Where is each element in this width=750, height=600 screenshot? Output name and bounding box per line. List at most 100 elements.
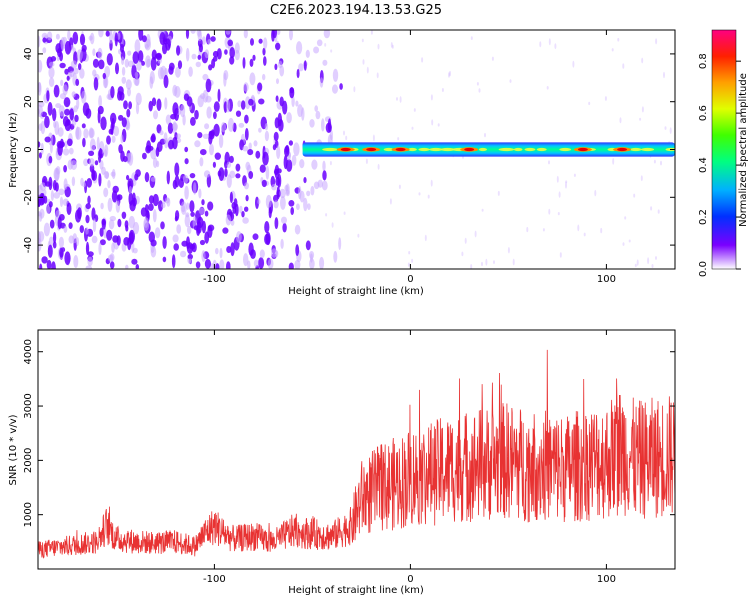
- noise-dot: [622, 63, 625, 69]
- noise-dot: [565, 180, 568, 184]
- noise-blob: [161, 202, 166, 209]
- noise-blob: [288, 262, 294, 269]
- noise-blob: [186, 96, 193, 107]
- spectrogram-ytick-label: 40: [23, 48, 34, 61]
- noise-blob: [145, 55, 151, 68]
- noise-blob: [76, 49, 83, 62]
- noise-blob: [88, 157, 95, 167]
- noise-blob: [194, 109, 199, 120]
- noise-dot: [396, 97, 398, 101]
- noise-dot: [594, 189, 597, 197]
- noise-blob: [64, 40, 72, 55]
- noise-blob: [206, 106, 212, 119]
- noise-blob: [229, 191, 233, 204]
- noise-dot: [655, 38, 658, 45]
- noise-dot: [548, 160, 550, 165]
- colorbar-gradient: [711, 29, 737, 270]
- noise-blob: [97, 47, 103, 60]
- noise-blob: [174, 132, 178, 140]
- noise-blob: [227, 117, 235, 132]
- noise-blob: [307, 203, 311, 211]
- noise-blob: [83, 128, 89, 139]
- noise-blob: [156, 98, 162, 111]
- noise-dot: [491, 56, 494, 61]
- noise-blob: [261, 179, 267, 188]
- noise-blob: [85, 203, 91, 210]
- noise-dot: [461, 251, 464, 257]
- signal-core: [524, 147, 536, 152]
- noise-blob: [79, 33, 86, 46]
- noise-blob: [136, 60, 142, 71]
- noise-blob: [198, 43, 203, 53]
- noise-blob: [48, 61, 55, 67]
- noise-blob: [92, 218, 97, 233]
- noise-blob: [59, 51, 63, 62]
- spectrogram-ytick-label: -40: [23, 237, 34, 253]
- colorbar-tick-label: 0.4: [698, 157, 709, 173]
- noise-blob: [125, 264, 129, 269]
- noise-blob: [150, 239, 157, 247]
- noise-dot: [558, 191, 561, 198]
- noise-blob: [164, 67, 168, 78]
- noise-blob: [250, 249, 256, 259]
- noise-blob: [248, 98, 254, 106]
- noise-blob: [85, 108, 92, 119]
- noise-blob: [272, 30, 277, 39]
- noise-blob: [172, 234, 179, 243]
- noise-blob: [184, 158, 189, 165]
- colorbar: 0.0 0.2 0.4 0.6 0.8 Normalized spectral ampl…: [698, 29, 749, 277]
- noise-blob: [152, 157, 158, 169]
- noise-blob: [244, 182, 249, 190]
- noise-blob: [239, 205, 243, 214]
- noise-blob: [229, 170, 236, 179]
- noise-blob: [91, 235, 98, 244]
- noise-blob: [75, 126, 80, 140]
- noise-blob: [92, 48, 96, 56]
- noise-dot: [651, 264, 654, 268]
- noise-blob: [145, 204, 149, 213]
- noise-blob: [172, 102, 179, 116]
- noise-dot: [636, 259, 639, 266]
- noise-blob: [48, 155, 53, 164]
- noise-blob: [71, 120, 77, 126]
- noise-blob: [62, 116, 69, 127]
- noise-blob: [48, 66, 55, 79]
- noise-blob: [280, 196, 286, 210]
- noise-blob: [197, 95, 204, 108]
- noise-blob: [242, 57, 246, 69]
- noise-blob: [180, 201, 187, 215]
- noise-blob: [219, 247, 223, 259]
- noise-blob: [207, 225, 213, 238]
- noise-blob: [118, 114, 124, 121]
- noise-blob: [166, 197, 171, 207]
- noise-blob: [81, 90, 87, 104]
- spectrogram-ticks: -100 0 100 -40 -20 0 20 40: [23, 30, 675, 285]
- signal-core: [383, 147, 395, 152]
- noise-blob: [271, 248, 278, 258]
- noise-blob: [46, 90, 50, 102]
- noise-blob: [154, 227, 161, 239]
- noise-dot: [476, 82, 479, 86]
- noise-blob: [305, 49, 310, 59]
- noise-blob: [115, 62, 119, 75]
- noise-blob: [134, 71, 139, 79]
- noise-blob: [164, 97, 168, 110]
- noise-blob: [333, 250, 338, 263]
- noise-blob: [229, 47, 235, 59]
- noise-blob: [125, 225, 129, 232]
- spectrogram-xtick-label: 100: [597, 274, 616, 285]
- noise-dot: [660, 160, 662, 166]
- signal-core: [478, 147, 487, 152]
- noise-blob: [332, 68, 339, 82]
- noise-dot: [655, 256, 657, 260]
- noise-blob: [108, 254, 114, 262]
- noise-blob: [87, 251, 94, 257]
- noise-blob: [275, 176, 281, 186]
- noise-dot: [431, 119, 434, 126]
- noise-blob: [225, 214, 232, 226]
- noise-blob: [174, 175, 180, 188]
- noise-blob: [248, 142, 252, 150]
- noise-blob: [172, 84, 178, 97]
- noise-blob: [85, 241, 90, 255]
- noise-blob: [204, 49, 210, 59]
